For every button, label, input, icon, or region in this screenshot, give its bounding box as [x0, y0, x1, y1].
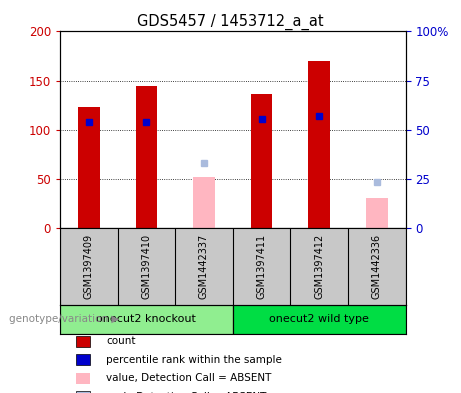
Text: count: count [106, 336, 136, 346]
Text: GSM1442337: GSM1442337 [199, 234, 209, 299]
Bar [233, 305, 406, 334]
Text: GSM1397411: GSM1397411 [257, 234, 266, 299]
Bar [60, 305, 233, 334]
Bar [78, 107, 100, 228]
Bar [251, 94, 272, 228]
Text: rank, Detection Call = ABSENT: rank, Detection Call = ABSENT [106, 391, 266, 393]
Text: GSM1397412: GSM1397412 [314, 234, 324, 299]
Text: GSM1397410: GSM1397410 [142, 234, 151, 299]
Text: GDS5457 / 1453712_a_at: GDS5457 / 1453712_a_at [137, 14, 324, 30]
Text: genotype/variation ▶: genotype/variation ▶ [9, 314, 119, 324]
Bar [193, 177, 215, 228]
Bar [308, 61, 330, 228]
Text: value, Detection Call = ABSENT: value, Detection Call = ABSENT [106, 373, 272, 383]
Text: GSM1442336: GSM1442336 [372, 234, 382, 299]
Bar [136, 86, 157, 228]
Text: onecut2 knockout: onecut2 knockout [96, 314, 196, 324]
Text: percentile rank within the sample: percentile rank within the sample [106, 354, 282, 365]
Text: GSM1397409: GSM1397409 [84, 234, 94, 299]
Bar [366, 198, 388, 228]
Text: onecut2 wild type: onecut2 wild type [269, 314, 369, 324]
